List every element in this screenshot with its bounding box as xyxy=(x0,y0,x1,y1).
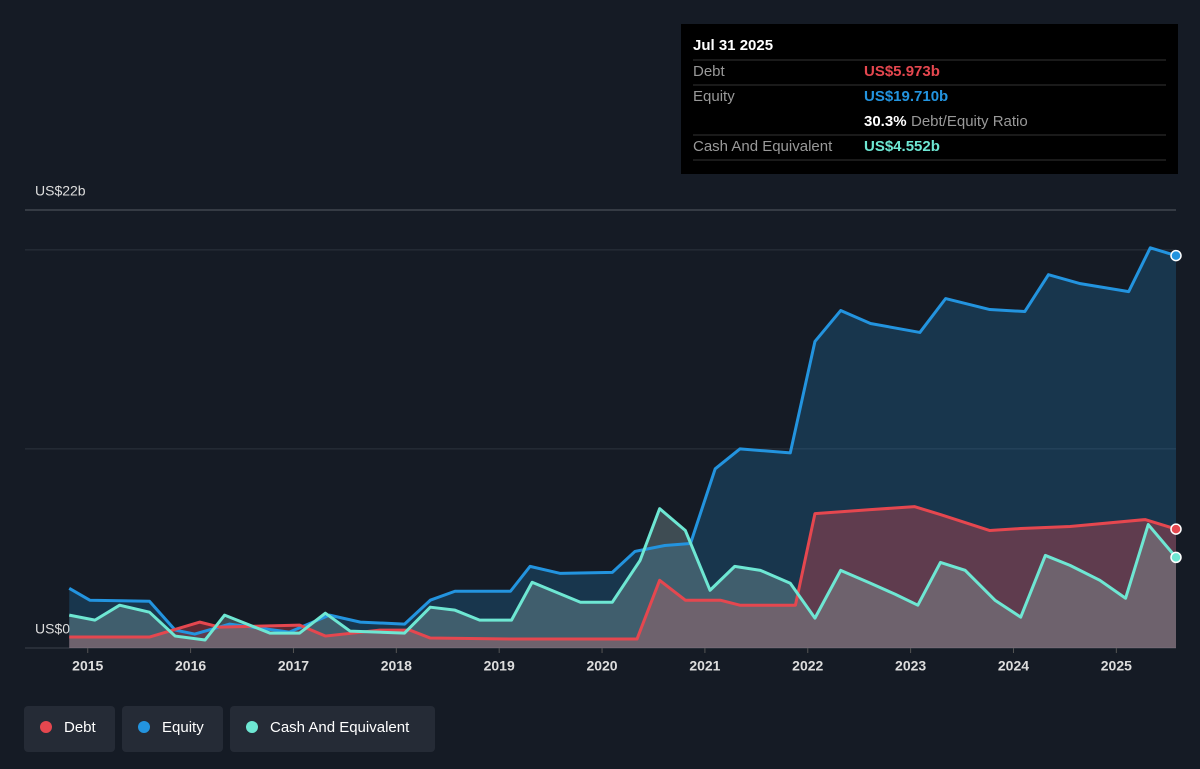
area xyxy=(69,508,1177,648)
x-tick-label: 2025 xyxy=(1101,658,1132,674)
legend-label: Cash And Equivalent xyxy=(270,719,410,736)
tooltip-value: US$4.552b xyxy=(864,138,940,155)
end-point xyxy=(1170,551,1182,564)
plot: US$0 US$22b 2015 2016 2017 2018 2019 2020 2021 20… xyxy=(25,183,1182,674)
legend-dot xyxy=(138,721,150,733)
tooltip-label: Debt xyxy=(693,63,726,80)
x-tick-label: 2019 xyxy=(484,658,515,674)
x-tick-label: 2024 xyxy=(998,658,1029,674)
x-tick-label: 2015 xyxy=(72,658,103,674)
line xyxy=(69,505,1177,641)
legend-dot xyxy=(40,721,52,733)
tooltip-label: Cash And Equivalent xyxy=(693,138,833,155)
x-tick-label: 2021 xyxy=(689,658,720,674)
tooltip-ratio-label: Debt/Equity Ratio xyxy=(911,113,1028,130)
tooltip: Jul 31 2025 Debt US$5.973b Equity US$19.… xyxy=(681,24,1178,174)
x-tick-label: 2020 xyxy=(586,658,617,674)
area xyxy=(69,247,1177,648)
legend-button[interactable] xyxy=(24,706,115,752)
tooltip-value: US$19.710b xyxy=(864,88,948,105)
tooltip-date: Jul 31 2025 xyxy=(693,37,773,54)
tooltip-label: Equity xyxy=(693,88,735,105)
tooltip-value: US$5.973b xyxy=(864,63,940,80)
end-point xyxy=(1170,249,1182,262)
line xyxy=(68,507,1178,642)
x-tick-label: 2017 xyxy=(278,658,309,674)
legend-dot xyxy=(246,721,258,733)
area xyxy=(69,506,1177,648)
legend-item[interactable]: Debt xyxy=(24,706,115,752)
x-tick-label: 2018 xyxy=(381,658,412,674)
legend-item[interactable]: Cash And Equivalent xyxy=(230,706,435,752)
legend-button[interactable] xyxy=(122,706,223,752)
tooltip-ratio: 30.3% xyxy=(864,113,907,130)
y-tick-label: US$22b xyxy=(35,183,86,199)
legend: Debt Equity Cash And Equivalent xyxy=(24,706,435,752)
x-tick-label: 2022 xyxy=(792,658,823,674)
tooltip-box xyxy=(681,24,1178,174)
legend-label: Debt xyxy=(64,719,97,736)
x-tick-label: 2016 xyxy=(175,658,206,674)
x-tick-label: 2023 xyxy=(895,658,926,674)
end-point xyxy=(1170,523,1182,535)
legend-button[interactable] xyxy=(230,706,435,752)
legend-item[interactable]: Equity xyxy=(122,706,223,752)
legend-label: Equity xyxy=(162,719,204,736)
y-tick-label: US$0 xyxy=(35,621,70,637)
